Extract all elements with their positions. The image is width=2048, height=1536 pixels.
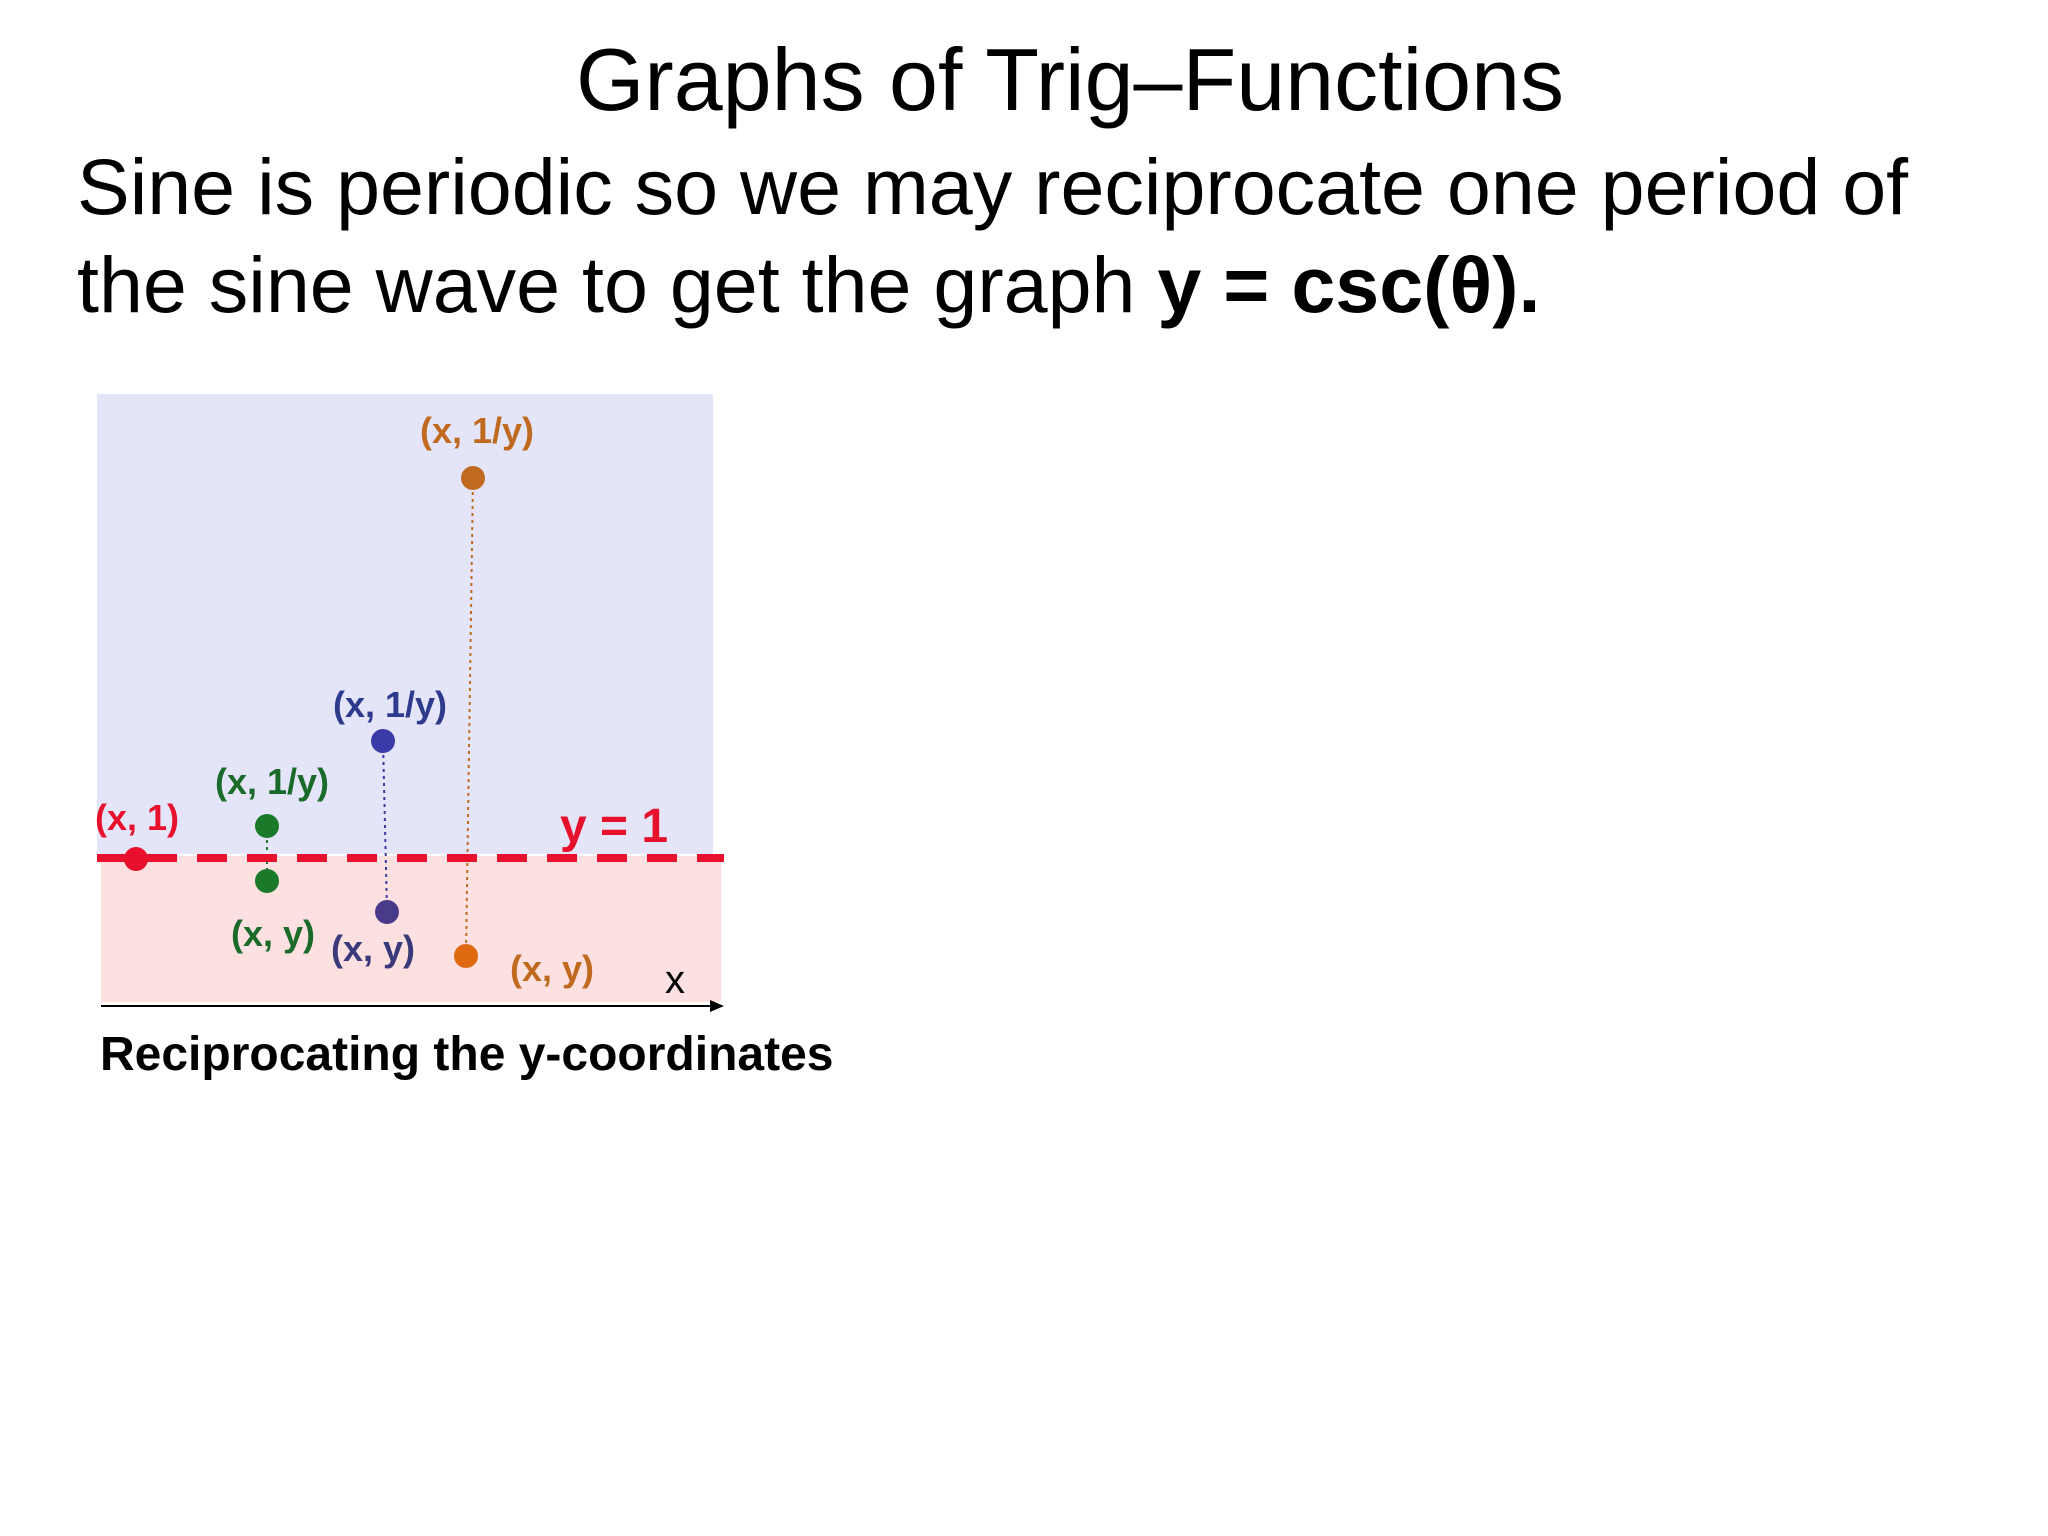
x-axis-label: x bbox=[665, 958, 685, 1002]
orange-original-point bbox=[454, 944, 478, 968]
red-point bbox=[124, 847, 148, 871]
green-reciprocal-point bbox=[255, 814, 279, 838]
y-equals-one-label: y = 1 bbox=[560, 800, 668, 853]
body-text-formula: y = csc(θ). bbox=[1157, 240, 1541, 329]
purple-original-point bbox=[375, 900, 399, 924]
orange-reciprocal-label: (x, 1/y) bbox=[420, 410, 534, 451]
purple-original-label: (x, y) bbox=[331, 928, 415, 969]
orange-original-label: (x, y) bbox=[510, 948, 594, 989]
lower-region bbox=[101, 856, 721, 1002]
green-reciprocal-label: (x, 1/y) bbox=[215, 761, 329, 802]
diagram-caption: Reciprocating the y-coordinates bbox=[100, 1028, 834, 1081]
blue-connector bbox=[382, 740, 388, 912]
upper-region bbox=[97, 394, 713, 854]
green-original-point bbox=[255, 869, 279, 893]
x-axis-arrowhead bbox=[710, 1000, 724, 1012]
orange-reciprocal-point bbox=[461, 466, 485, 490]
slide-title: Graphs of Trig–Functions bbox=[575, 30, 1565, 129]
red-point-label: (x, 1) bbox=[95, 797, 179, 838]
blue-reciprocal-label: (x, 1/y) bbox=[333, 684, 447, 725]
orange-connector bbox=[465, 477, 474, 956]
slide-body-text: Sine is periodic so we may reciprocate o… bbox=[77, 138, 1977, 334]
green-original-label: (x, y) bbox=[231, 913, 315, 954]
body-text-plain: Sine is periodic so we may reciprocate o… bbox=[77, 142, 1909, 329]
blue-reciprocal-point bbox=[371, 729, 395, 753]
